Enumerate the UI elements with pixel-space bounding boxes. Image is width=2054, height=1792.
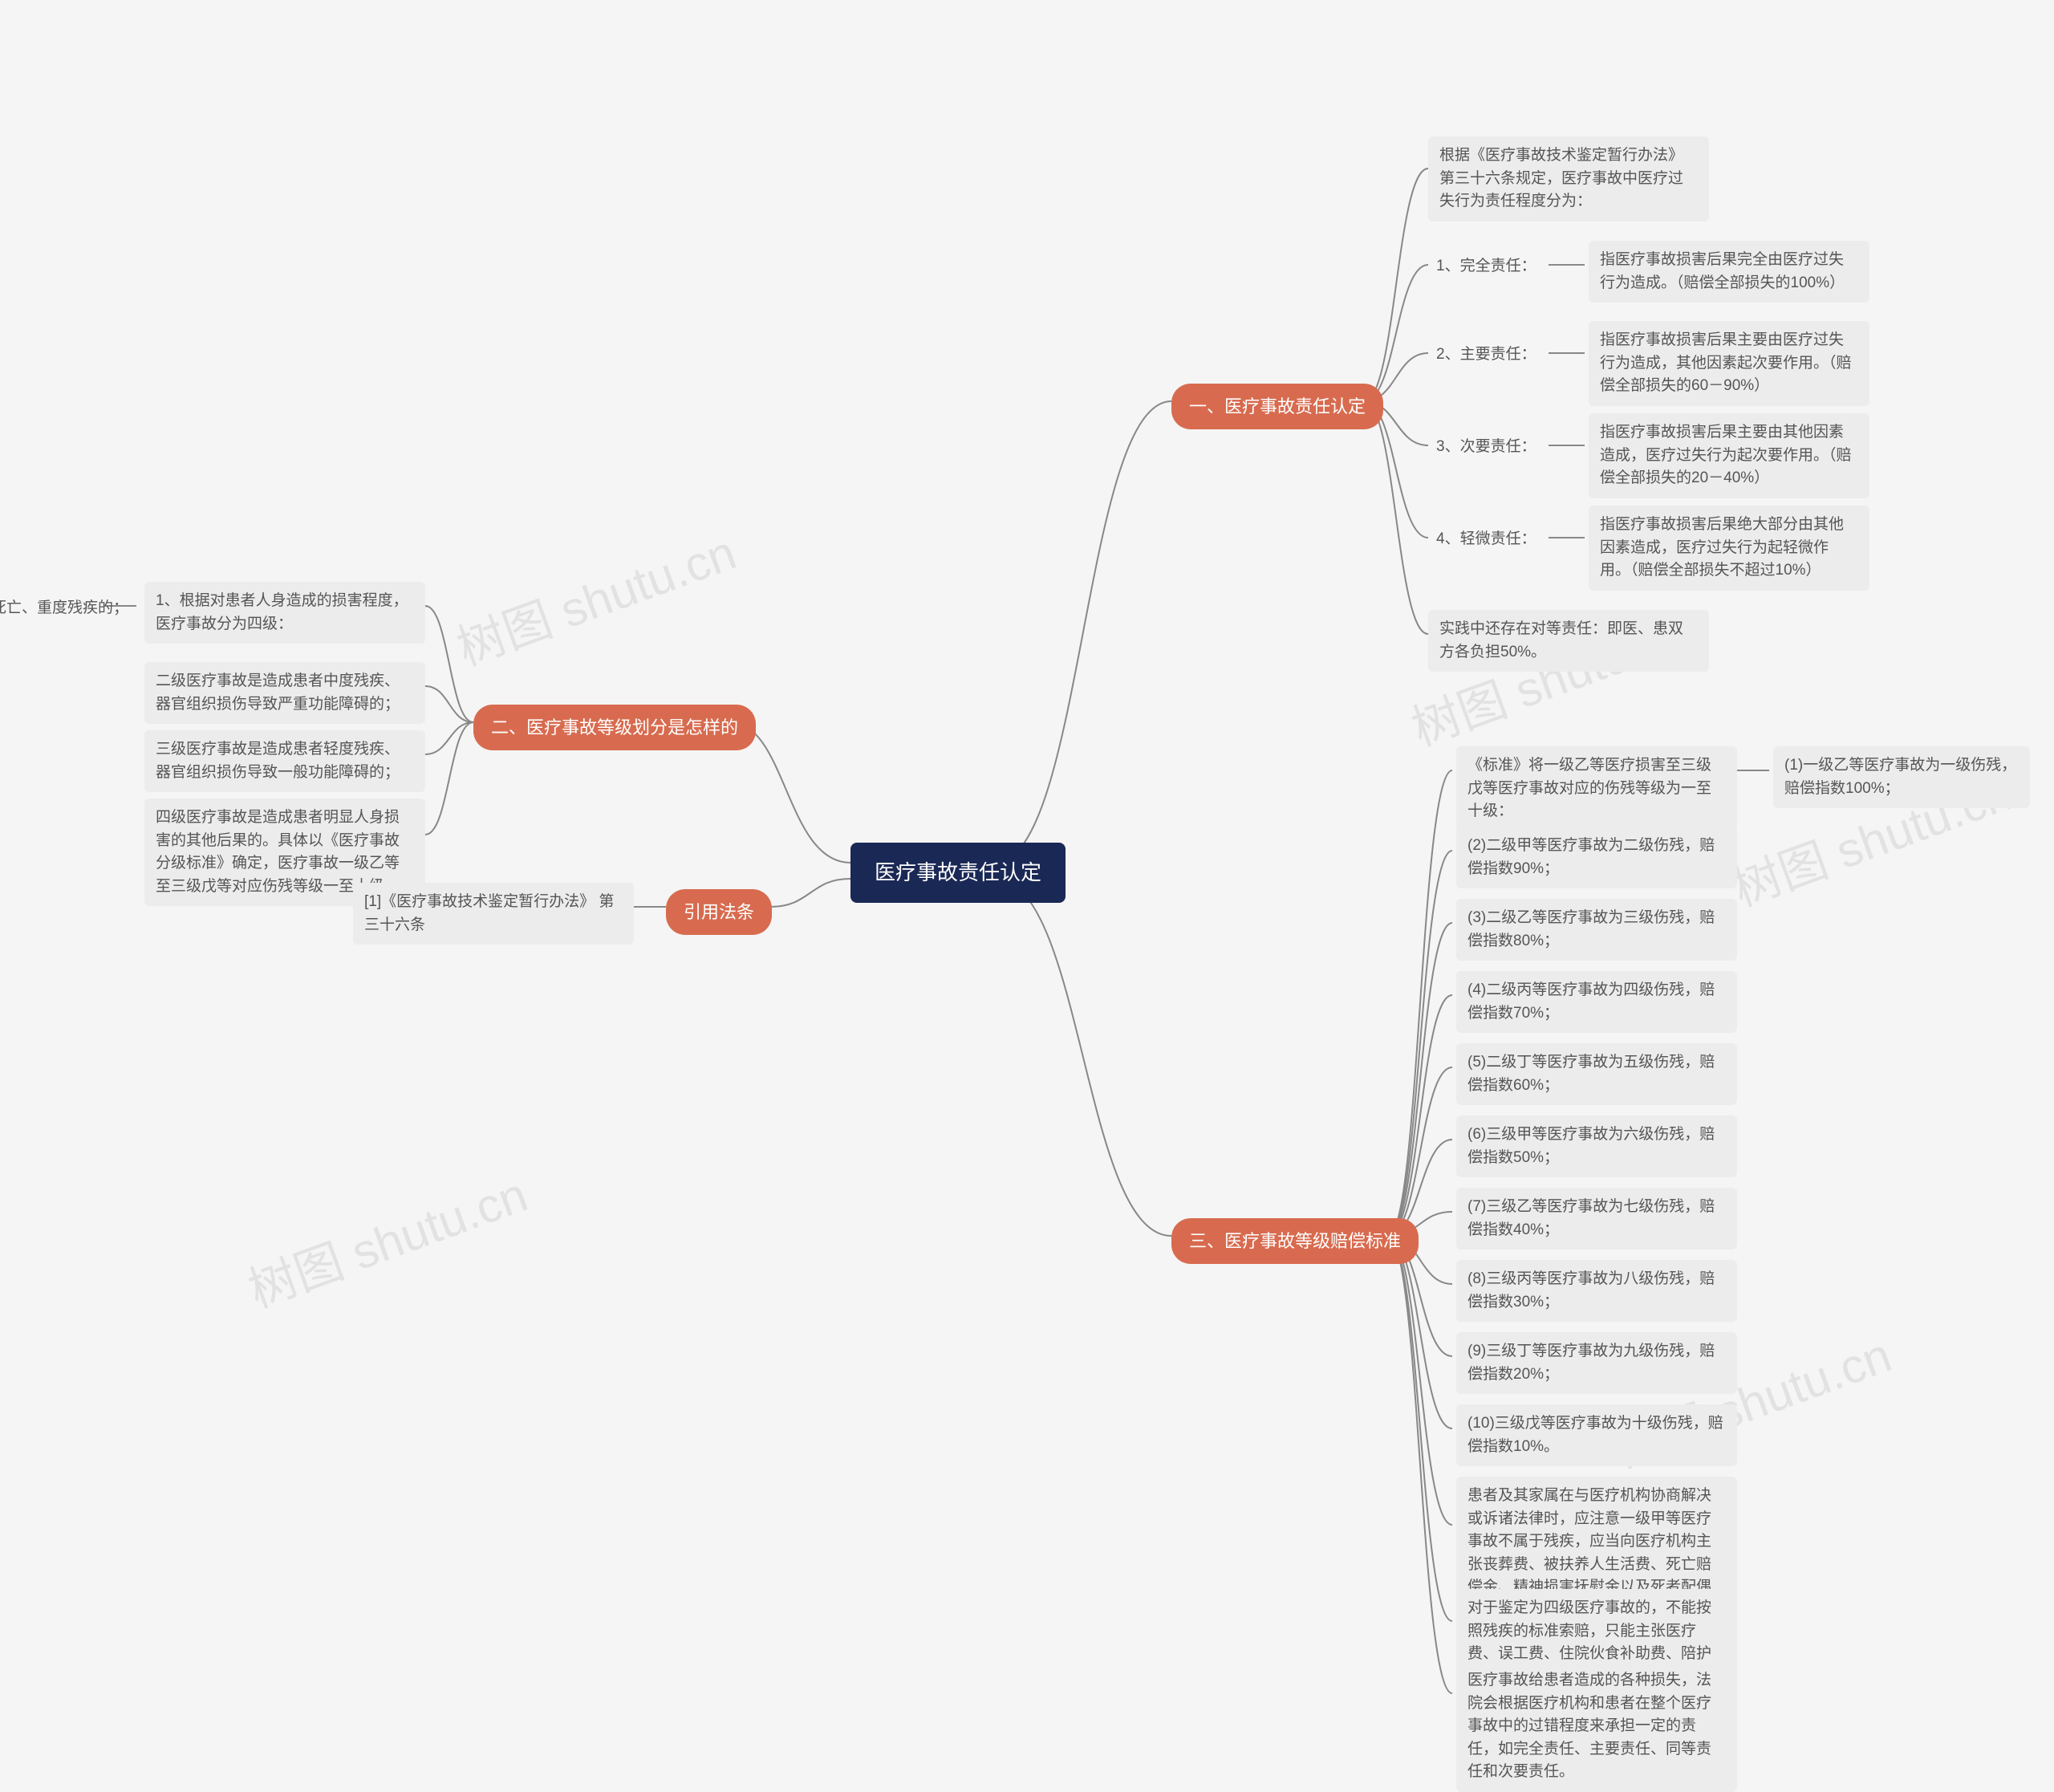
b1-n1-label: 1、完全责任： bbox=[1436, 255, 1536, 278]
b1-n3-desc: 指医疗事故损害后果主要由其他因素造成，医疗过失行为起次要作用。（赔偿全部损失的2… bbox=[1589, 413, 1869, 498]
b3-intro-desc: (1)一级乙等医疗事故为一级伤残，赔偿指数100%； bbox=[1773, 746, 2030, 808]
watermark: 树图 shutu.cn bbox=[446, 514, 744, 679]
b2-n1-label: 1、根据对患者人身造成的损害程度，医疗事故分为四级： bbox=[144, 582, 425, 644]
watermark: 树图 shutu.cn bbox=[237, 1156, 535, 1321]
b1-n3-label: 3、次要责任： bbox=[1436, 436, 1536, 459]
b3-n9: (9)三级丁等医疗事故为九级伤残，赔偿指数20%； bbox=[1456, 1332, 1737, 1394]
b3-intro: 《标准》将一级乙等医疗损害至三级戊等医疗事故对应的伤残等级为一至十级： bbox=[1456, 746, 1737, 831]
b1-n2-label: 2、主要责任： bbox=[1436, 343, 1536, 367]
b3-n4: (4)二级丙等医疗事故为四级伤残，赔偿指数70%； bbox=[1456, 971, 1737, 1033]
b1-n1-desc: 指医疗事故损害后果完全由医疗过失行为造成。（赔偿全部损失的100%） bbox=[1589, 241, 1869, 303]
root-node[interactable]: 医疗事故责任认定 bbox=[850, 843, 1066, 903]
branch-4[interactable]: 引用法条 bbox=[666, 889, 772, 935]
b1-intro: 根据《医疗事故技术鉴定暂行办法》第三十六条规定，医疗事故中医疗过失行为责任程度分… bbox=[1428, 136, 1709, 221]
b1-n2-desc: 指医疗事故损害后果主要由医疗过失行为造成，其他因素起次要作用。（赔偿全部损失的6… bbox=[1589, 321, 1869, 406]
b1-n4-label: 4、轻微责任： bbox=[1436, 528, 1536, 551]
b2-n2: 二级医疗事故是造成患者中度残疾、器官组织损伤导致严重功能障碍的； bbox=[144, 662, 425, 724]
b3-n10: (10)三级戊等医疗事故为十级伤残，赔偿指数10%。 bbox=[1456, 1404, 1737, 1466]
b1-n4-desc: 指医疗事故损害后果绝大部分由其他因素造成，医疗过失行为起轻微作用。（赔偿全部损失… bbox=[1589, 506, 1869, 591]
b2-n3: 三级医疗事故是造成患者轻度残疾、器官组织损伤导致一般功能障碍的； bbox=[144, 730, 425, 792]
b3-n7: (7)三级乙等医疗事故为七级伤残，赔偿指数40%； bbox=[1456, 1188, 1737, 1250]
branch-2[interactable]: 二、医疗事故等级划分是怎样的 bbox=[473, 705, 756, 750]
b3-n6: (6)三级甲等医疗事故为六级伤残，赔偿指数50%； bbox=[1456, 1115, 1737, 1177]
b3-n8: (8)三级丙等医疗事故为八级伤残，赔偿指数30%； bbox=[1456, 1260, 1737, 1322]
b3-n3: (3)二级乙等医疗事故为三级伤残，赔偿指数80%； bbox=[1456, 899, 1737, 961]
b2-n1-desc: 一级医疗事故是造成患者死亡、重度残疾的； bbox=[0, 597, 96, 620]
b3-n5: (5)二级丁等医疗事故为五级伤残，赔偿指数60%； bbox=[1456, 1043, 1737, 1105]
b3-n2: (2)二级甲等医疗事故为二级伤残，赔偿指数90%； bbox=[1456, 827, 1737, 888]
branch-3[interactable]: 三、医疗事故等级赔偿标准 bbox=[1171, 1218, 1419, 1264]
b4-n1: [1]《医疗事故技术鉴定暂行办法》 第三十六条 bbox=[353, 883, 634, 945]
b3-p3: 医疗事故给患者造成的各种损失，法院会根据医疗机构和患者在整个医疗事故中的过错程度… bbox=[1456, 1661, 1737, 1792]
b1-note: 实践中还存在对等责任：即医、患双方各负担50%。 bbox=[1428, 610, 1709, 672]
branch-1[interactable]: 一、医疗事故责任认定 bbox=[1171, 384, 1383, 429]
